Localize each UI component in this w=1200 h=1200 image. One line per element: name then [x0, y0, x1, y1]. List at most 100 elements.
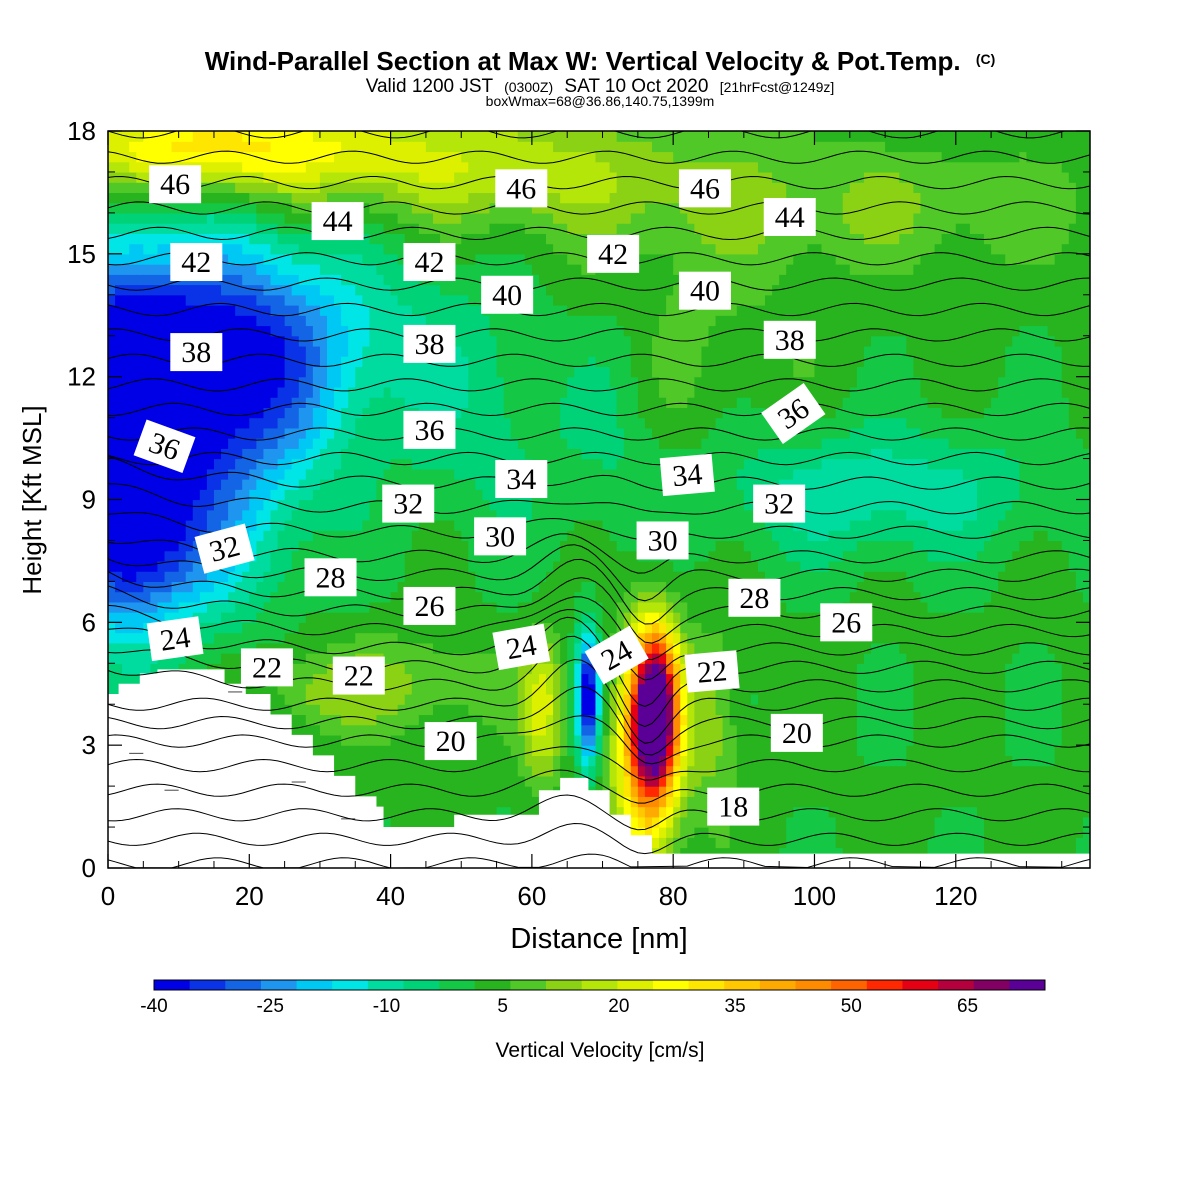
field-cell — [468, 560, 476, 572]
field-cell — [390, 581, 399, 593]
field-cell — [440, 673, 448, 685]
field-cell — [503, 775, 512, 787]
field-cell — [376, 417, 385, 429]
field-cell — [235, 581, 243, 593]
field-cell — [376, 693, 385, 705]
field-cell — [503, 407, 512, 419]
field-cell — [122, 386, 130, 398]
field-cell — [249, 540, 257, 552]
field-cell — [432, 305, 441, 316]
field-cell — [157, 141, 166, 153]
field-cell — [404, 653, 413, 664]
field-cell — [390, 734, 399, 746]
field-cell — [122, 345, 130, 357]
field-cell — [418, 386, 427, 398]
field-cell — [291, 366, 300, 378]
field-cell — [454, 775, 462, 787]
field-cell — [595, 704, 604, 716]
field-cell — [164, 131, 173, 142]
field-cell — [108, 202, 116, 214]
field-cell — [341, 356, 349, 368]
field-cell — [213, 284, 222, 296]
field-cell — [192, 489, 201, 501]
field-cell — [312, 407, 321, 419]
field-cell — [284, 581, 293, 593]
field-cell — [185, 458, 194, 470]
field-cell — [334, 171, 342, 183]
field-cell — [447, 796, 455, 808]
field-cell — [560, 550, 568, 562]
field-cell — [397, 683, 406, 695]
field-cell — [213, 448, 222, 460]
field-cell — [256, 407, 265, 419]
field-cell — [468, 315, 476, 327]
field-cell — [199, 294, 208, 306]
field-cell — [588, 612, 597, 623]
field-cell — [129, 233, 137, 245]
field-cell — [454, 653, 462, 664]
field-cell — [531, 612, 540, 623]
field-cell — [369, 305, 378, 316]
field-cell — [482, 489, 491, 501]
field-cell — [510, 591, 519, 603]
field-cell — [510, 141, 519, 153]
field-cell — [418, 816, 427, 828]
field-cell — [319, 315, 328, 327]
field-cell — [312, 673, 321, 685]
field-cell — [567, 305, 575, 316]
field-cell — [355, 427, 363, 439]
field-cell — [129, 212, 137, 224]
field-cell — [454, 141, 462, 153]
field-cell — [447, 212, 455, 224]
field-cell — [312, 366, 321, 378]
field-cell — [560, 693, 568, 705]
field-cell — [397, 724, 406, 736]
field-cell — [397, 386, 406, 398]
field-cell — [327, 653, 335, 664]
field-cell — [150, 540, 159, 552]
field-cell — [157, 407, 166, 419]
field-cell — [270, 571, 279, 582]
field-cell — [298, 417, 307, 429]
field-cell — [425, 530, 434, 542]
field-cell — [270, 560, 279, 572]
field-cell — [411, 479, 420, 490]
field-cell — [312, 714, 321, 726]
field-cell — [447, 786, 455, 797]
field-cell — [143, 571, 151, 582]
field-cell — [531, 714, 540, 726]
field-cell — [115, 386, 123, 398]
field-cell — [546, 663, 554, 675]
field-cell — [404, 724, 413, 736]
field-cell — [531, 376, 540, 388]
field-cell — [334, 294, 342, 306]
field-cell — [538, 356, 547, 368]
field-cell — [517, 581, 526, 593]
field-cell — [397, 468, 406, 480]
field-cell — [461, 448, 469, 460]
field-cell — [221, 233, 229, 245]
field-cell — [150, 530, 159, 542]
field-cell — [376, 540, 385, 552]
field-cell — [122, 305, 130, 316]
field-cell — [270, 376, 279, 388]
field-cell — [397, 714, 406, 726]
field-cell — [369, 417, 378, 429]
field-cell — [440, 499, 448, 511]
field-cell — [348, 335, 356, 347]
field-cell — [305, 131, 314, 142]
field-cell — [496, 233, 505, 245]
field-cell — [553, 151, 561, 163]
field-cell — [164, 397, 173, 408]
field-cell — [263, 274, 272, 286]
field-cell — [115, 417, 123, 429]
field-cell — [270, 540, 279, 552]
field-cell — [213, 376, 222, 388]
field-cell — [305, 724, 314, 736]
field-cell — [270, 284, 279, 296]
field-cell — [178, 550, 187, 562]
field-cell — [510, 253, 519, 265]
field-cell — [171, 581, 180, 593]
field-cell — [164, 407, 173, 419]
field-cell — [305, 663, 314, 675]
